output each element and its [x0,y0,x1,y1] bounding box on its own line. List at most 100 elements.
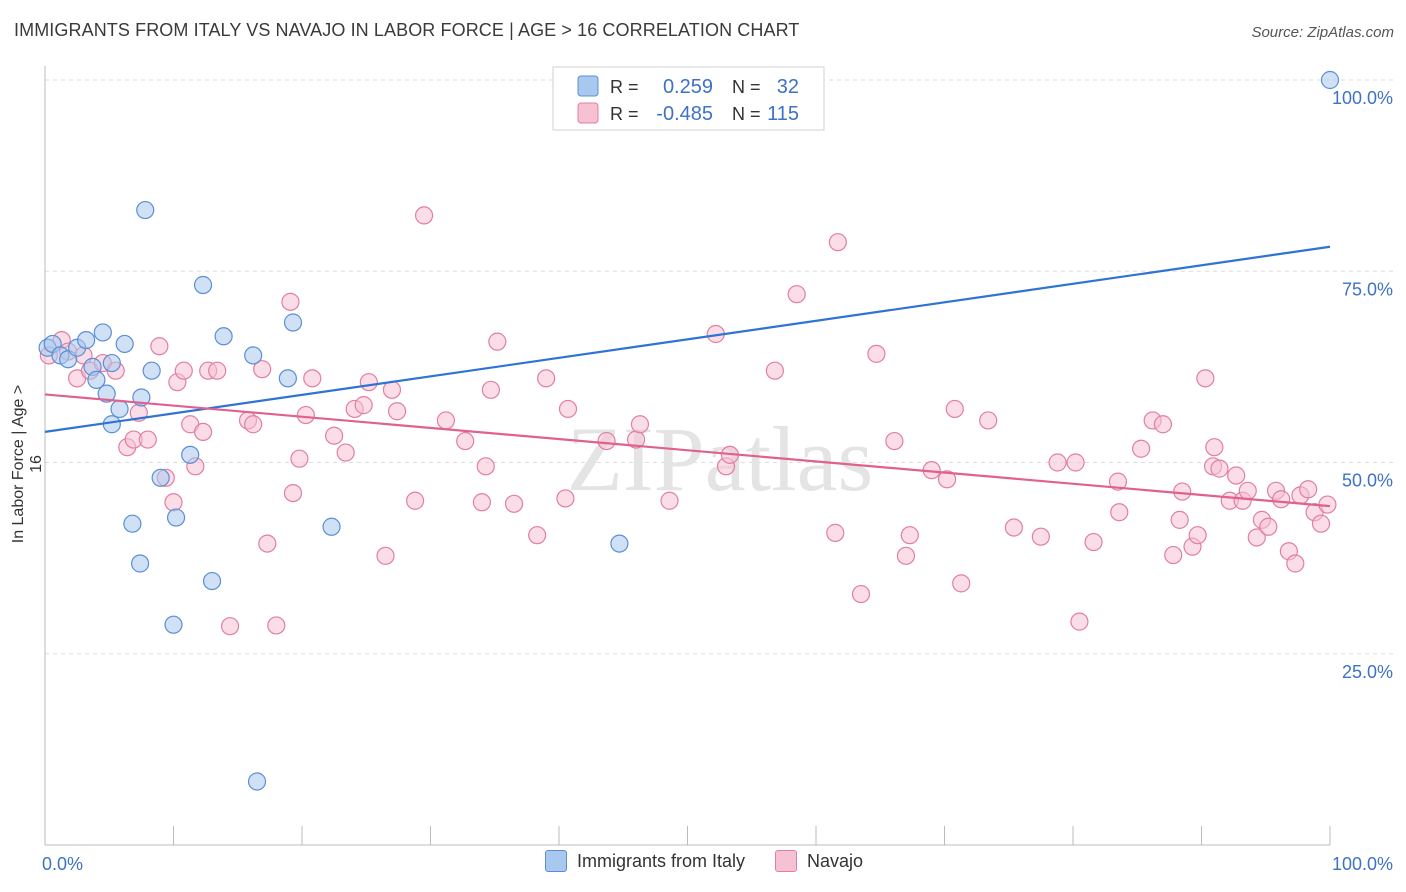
legend-label-italy: Immigrants from Italy [577,850,746,871]
data-point [1188,526,1207,545]
data-point [414,206,434,225]
data-point [376,546,395,565]
data-point [1066,453,1085,472]
grid-lines [45,79,1395,655]
data-point [164,615,183,634]
data-point [283,484,303,503]
data-point [610,534,629,553]
legend-r-label: R = [610,104,639,124]
data-point [77,331,96,350]
data-point [123,514,142,533]
data-point [765,361,784,380]
data-point [885,431,904,451]
data-point [1196,369,1215,388]
data-point [979,411,998,430]
data-point [1048,453,1067,472]
data-point [102,415,121,434]
data-point [1272,490,1291,509]
data-point [278,369,297,388]
data-point [488,332,507,351]
data-point [1299,480,1318,499]
data-point [138,430,157,449]
data-point [558,399,578,419]
data-point [597,431,616,451]
data-point [193,422,213,441]
y-tick-label: 100.0% [1332,88,1393,108]
data-point [1238,481,1257,500]
data-point [1031,527,1050,546]
data-point [1173,482,1192,501]
data-point [151,468,170,487]
data-point [387,402,407,421]
data-point [325,426,344,445]
legend-item-italy[interactable]: Immigrants from Italy [545,850,745,872]
data-point [537,369,556,388]
legend-swatch [577,102,599,124]
data-point [164,493,183,512]
data-point [476,457,495,476]
data-point [405,491,425,510]
data-point [867,344,886,363]
data-point [253,360,272,379]
data-point [1210,459,1229,478]
data-point [97,384,116,403]
data-point [181,445,200,464]
data-point [247,772,267,791]
legend-label-navajo: Navajo [807,850,864,871]
data-point [1132,439,1151,458]
data-point [142,361,161,380]
data-point [1084,532,1103,552]
data-point [136,200,155,220]
source-label: Source: ZipAtlas.com [1251,24,1394,41]
data-point [945,399,964,419]
data-point [110,399,129,419]
data-point [174,361,193,380]
data-point [937,470,957,489]
trend-line-navajo [44,393,1331,508]
data-point [150,337,169,356]
y-tick-label: 25.0% [1342,662,1393,682]
data-point [214,327,233,346]
data-point [1311,514,1331,533]
data-point [267,616,286,635]
data-point [1153,415,1173,434]
data-point [102,353,121,373]
data-point [660,491,679,510]
y-tick-label: 75.0% [1342,279,1393,299]
data-point [258,534,277,553]
data-point [528,526,547,545]
data-point [281,292,300,311]
data-point [303,369,322,388]
data-point [87,370,106,389]
data-point [1320,70,1340,90]
data-point [220,617,240,636]
data-point [244,415,263,434]
data-point [115,334,134,354]
legend-n-label: N = [732,104,761,124]
x-tick-label: 100.0% [1332,854,1393,874]
legend-box: R = 0.259 N = 32 R = -0.485 N = 115 [552,66,825,131]
legend-swatch-navajo [775,850,798,872]
data-point [1004,518,1023,537]
data-point [1286,554,1305,573]
chart-title: IMMIGRANTS FROM ITALY VS NAVAJO IN LABOR… [14,20,800,40]
data-point [1170,510,1189,529]
data-point [193,275,213,295]
data-point [481,380,500,399]
data-point [826,523,845,542]
data-point [1205,438,1224,457]
data-point [828,233,847,252]
data-point [472,493,491,512]
data-point [93,323,112,342]
data-point [1070,612,1089,631]
data-point [244,346,263,365]
y-axis-label: In Labor Force | Age > 16 [10,384,45,544]
legend-item-navajo[interactable]: Navajo [775,850,863,872]
x-tick-label: 0.0% [42,854,83,874]
data-point [851,584,871,604]
data-point [436,411,456,430]
data-point [787,285,806,304]
legend-swatch [577,75,599,97]
data-point [952,574,971,593]
